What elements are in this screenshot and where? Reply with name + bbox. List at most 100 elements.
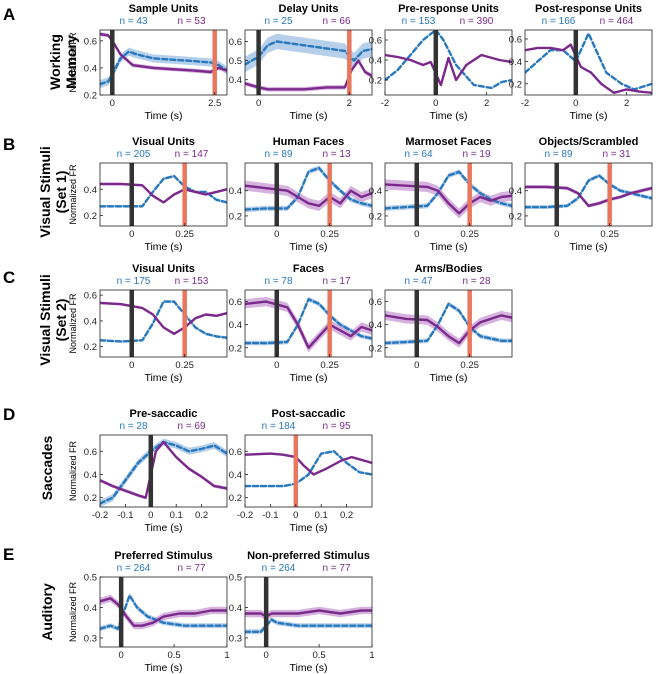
- y-tick-label: 0.2: [369, 211, 382, 222]
- x-tick-label: -0.1: [117, 510, 133, 521]
- axes-box: [244, 29, 373, 96]
- panel-title: Post-saccadic: [272, 408, 346, 420]
- series-band-purple: [100, 301, 227, 336]
- x-tick-label: 1: [369, 650, 374, 661]
- n-count-purple: n = 53: [177, 16, 206, 27]
- row-label: Saccades: [39, 435, 55, 500]
- series-line-purple: [100, 440, 227, 499]
- x-tick-label: 0.1: [315, 510, 328, 521]
- x-axis-label: Time (s): [289, 662, 327, 674]
- row-label-line: Memory: [63, 35, 79, 89]
- y-tick-label: 0.4: [369, 186, 382, 197]
- panel-title: Pre-saccadic: [130, 408, 198, 420]
- series-line-purple: [245, 452, 372, 476]
- y-tick-label: 0.4: [229, 75, 242, 86]
- n-count-purple: n = 153: [175, 276, 209, 287]
- plot-area: [100, 577, 227, 647]
- axes-box: [99, 434, 228, 508]
- row-label-line: Auditory: [39, 583, 55, 641]
- x-tick-label: 0.25: [320, 229, 339, 240]
- n-count-blue: n = 205: [117, 149, 151, 160]
- n-count-blue: n = 184: [262, 421, 296, 432]
- y-tick-label: 0.4: [229, 603, 242, 614]
- series-line-blue: [245, 618, 372, 633]
- y-tick-label: 0.6: [369, 297, 382, 308]
- panel-letter-D: D: [3, 405, 15, 424]
- n-count-purple: n = 13: [322, 149, 351, 160]
- x-tick-label: 0.1: [170, 510, 183, 521]
- plot-area: [385, 30, 512, 95]
- series-line-purple: [385, 183, 512, 215]
- axes-box: [524, 29, 653, 96]
- series-line-purple: [245, 184, 372, 208]
- axes-box: [244, 289, 373, 358]
- x-tick-label: 2: [484, 98, 489, 109]
- panel-letter-A: A: [3, 5, 15, 24]
- panel-title: Objects/Scrambled: [539, 136, 639, 148]
- x-tick-label: -0.2: [92, 510, 108, 521]
- panel-title: Non-preferred Stimulus: [247, 550, 370, 562]
- x-tick-label: 0: [110, 98, 115, 109]
- plot-area: [385, 163, 512, 226]
- panel-letter-B: B: [3, 135, 15, 154]
- y-tick-label: 0.4: [369, 320, 382, 331]
- series-line-blue: [525, 32, 652, 91]
- n-count-blue: n = 43: [119, 16, 148, 27]
- axes-box: [384, 162, 513, 227]
- y-tick-label: 0.2: [229, 493, 242, 504]
- x-tick-label: 0.5: [312, 650, 325, 661]
- x-tick-label: 0: [573, 98, 578, 109]
- x-tick-label: 0.25: [460, 360, 479, 371]
- y-tick-label: 0.2: [84, 211, 97, 222]
- row-label-line: Saccades: [39, 435, 55, 500]
- plot-area: [100, 290, 227, 357]
- n-count-purple: n = 19: [462, 149, 491, 160]
- x-tick-label: 0: [414, 360, 419, 371]
- row-label-line: Visual Stimuli: [37, 146, 53, 238]
- n-count-blue: n = 78: [264, 276, 293, 287]
- plot-area: [100, 163, 227, 226]
- series-line-purple: [245, 300, 372, 349]
- panel-title: Arms/Bodies: [415, 263, 483, 275]
- x-axis-label: Time (s): [289, 241, 327, 253]
- n-count-blue: n = 25: [264, 16, 293, 27]
- plot-area: [525, 163, 652, 226]
- x-tick-label: 0: [414, 229, 419, 240]
- n-count-purple: n = 69: [177, 421, 206, 432]
- y-tick-label: 0.4: [229, 320, 242, 331]
- series-line-blue: [245, 450, 372, 488]
- series-line-purple: [100, 301, 227, 335]
- row-label: Auditory: [39, 583, 55, 641]
- n-count-blue: n = 153: [402, 16, 436, 27]
- x-axis-label: Time (s): [144, 372, 182, 384]
- x-tick-label: 0.25: [175, 229, 194, 240]
- y-tick-label: 0.6: [84, 447, 97, 458]
- y-tick-label: 0.2: [229, 211, 242, 222]
- series-line-purple: [385, 314, 512, 345]
- y-axis-label: Normalized FR: [68, 581, 78, 642]
- series-band-purple: [245, 606, 372, 621]
- x-axis-label: Time (s): [289, 522, 327, 534]
- y-tick-label: 0.4: [509, 57, 522, 68]
- y-tick-label: 0.2: [229, 343, 242, 354]
- x-tick-label: 0.2: [340, 510, 353, 521]
- y-tick-label: 0.5: [229, 56, 242, 67]
- y-tick-label: 0.3: [84, 633, 97, 644]
- y-tick-label: 0.6: [84, 36, 97, 47]
- panel-title: Visual Units: [132, 263, 195, 275]
- n-count-purple: n = 28: [462, 276, 491, 287]
- n-count-purple: n = 147: [175, 149, 209, 160]
- y-tick-label: 0.3: [229, 633, 242, 644]
- n-count-blue: n = 264: [117, 563, 151, 574]
- plot-area: [245, 435, 372, 507]
- x-axis-label: Time (s): [289, 372, 327, 384]
- x-axis-label: Time (s): [144, 522, 182, 534]
- axes-box: [99, 29, 228, 96]
